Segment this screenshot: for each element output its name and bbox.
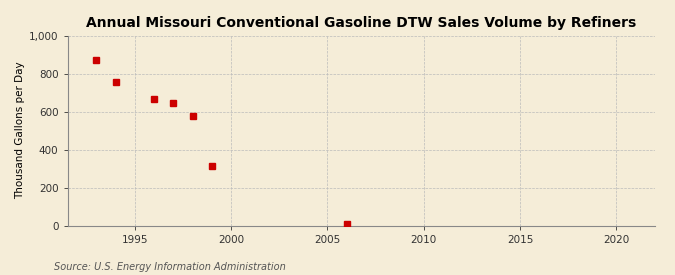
Title: Annual Missouri Conventional Gasoline DTW Sales Volume by Refiners: Annual Missouri Conventional Gasoline DT… — [86, 16, 637, 31]
Text: Source: U.S. Energy Information Administration: Source: U.S. Energy Information Administ… — [54, 262, 286, 272]
Y-axis label: Thousand Gallons per Day: Thousand Gallons per Day — [15, 62, 25, 199]
